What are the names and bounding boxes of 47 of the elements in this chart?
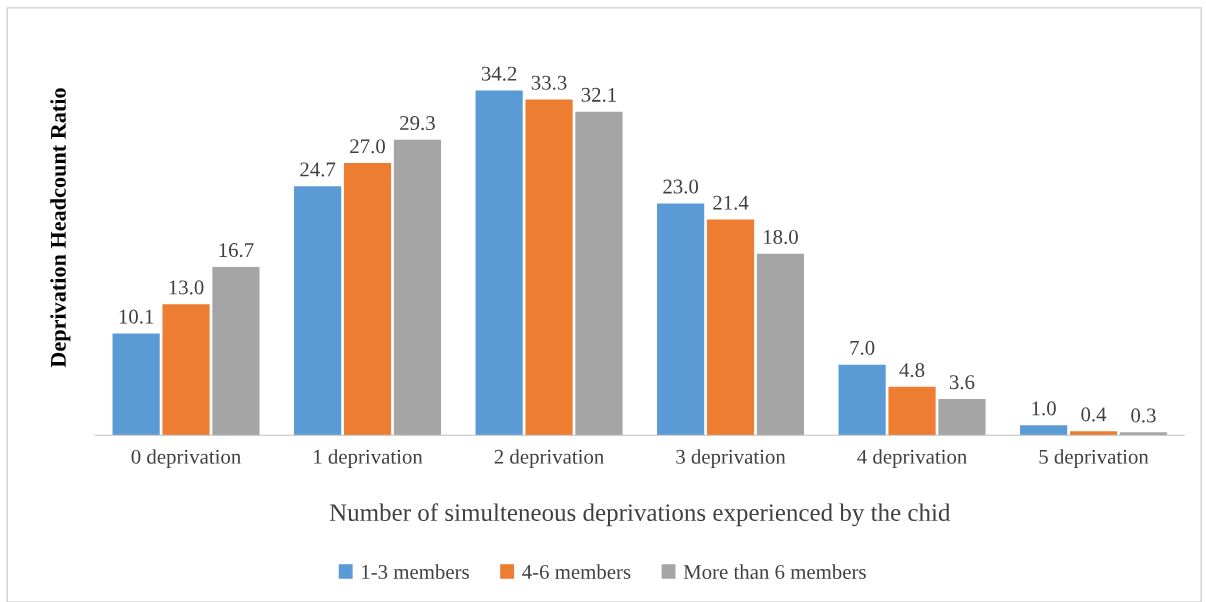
legend-label: 1-3 members (362, 564, 469, 580)
x-tick-label: 3 deprivation (676, 449, 786, 469)
data-label: 4.8 (899, 363, 925, 378)
data-label: 21.4 (713, 195, 749, 210)
bar (212, 266, 260, 436)
data-label: 24.7 (300, 162, 336, 177)
legend-label: More than 6 members (683, 564, 866, 580)
data-label: 18.0 (764, 229, 798, 245)
bar (294, 186, 342, 436)
bar (938, 398, 986, 436)
data-label: 13.0 (169, 280, 204, 295)
bar (756, 253, 805, 436)
bar (162, 304, 210, 436)
bar (1020, 425, 1068, 436)
data-label: 34.2 (481, 66, 517, 81)
bar (657, 203, 705, 436)
data-label: 1.0 (1032, 401, 1056, 416)
bar (1119, 432, 1168, 436)
bar (393, 139, 442, 436)
x-tick-label: 5 deprivation (1039, 449, 1149, 469)
legend-label: 4-6 members (522, 564, 631, 580)
x-tick-label: 1 deprivation (314, 449, 423, 469)
data-label: 33.3 (531, 75, 567, 90)
data-label: 0.4 (1081, 407, 1107, 422)
x-tick-label: 4 deprivation (857, 449, 967, 469)
data-label: 29.3 (400, 116, 435, 131)
data-label: 0.3 (1131, 408, 1156, 423)
bar (888, 386, 936, 436)
bar (706, 219, 755, 436)
bar (575, 111, 623, 436)
data-label: 10.1 (119, 309, 154, 324)
bar (475, 90, 523, 436)
bar (112, 333, 160, 436)
bar (343, 163, 392, 436)
bar (525, 99, 573, 436)
data-label: 32.1 (581, 87, 616, 102)
y-axis-title: Deprivation Headcount Ratio (50, 88, 71, 368)
data-label: 7.0 (850, 340, 875, 355)
x-tick-label: 2 deprivation (494, 449, 604, 469)
data-label: 16.7 (219, 243, 254, 258)
x-tick-label: 0 deprivation (131, 449, 241, 469)
data-label: 27.0 (350, 139, 385, 154)
data-label: 3.6 (949, 375, 975, 390)
data-label: 23.0 (663, 179, 699, 194)
x-axis-title: Number of simulteneous deprivations experienced by the chid (329, 503, 951, 527)
bar (1069, 431, 1118, 436)
bar (838, 364, 886, 436)
